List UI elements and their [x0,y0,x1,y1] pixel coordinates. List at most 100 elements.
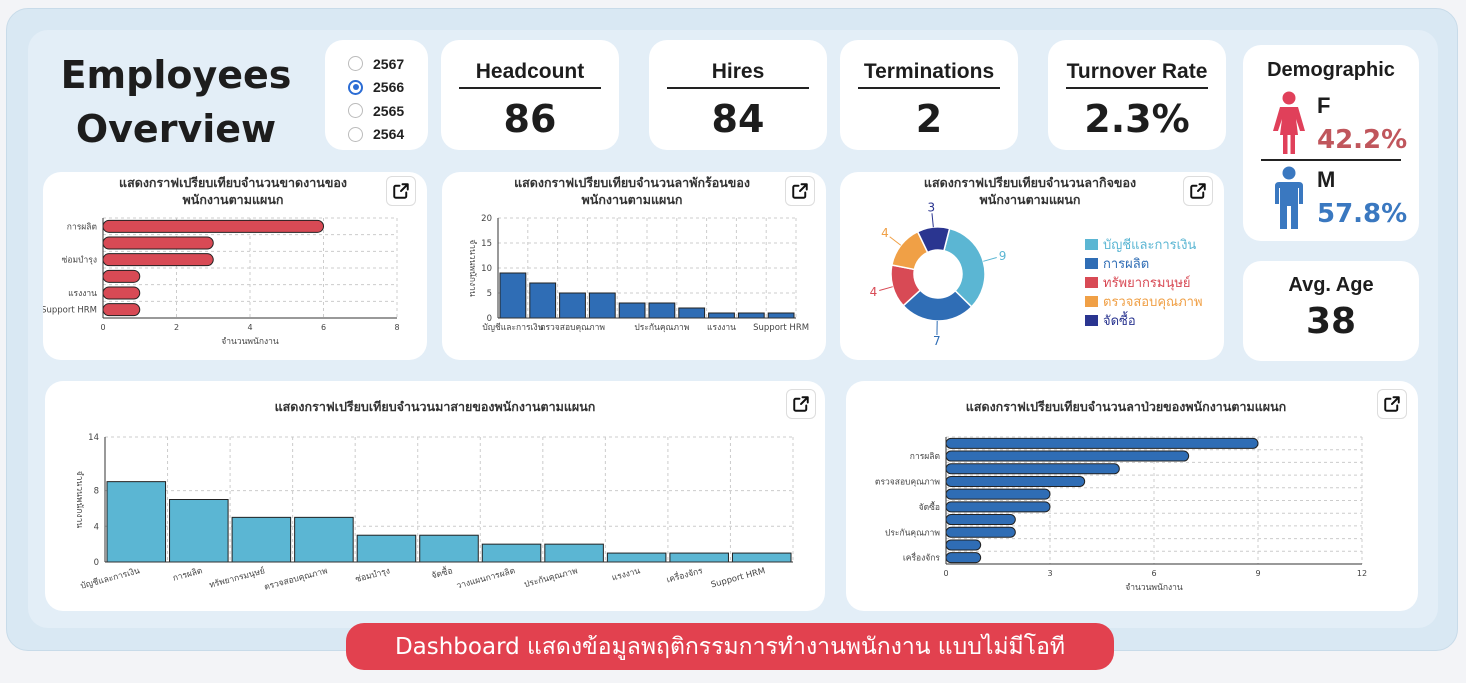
kpi-terminations: Terminations 2 [840,40,1018,150]
kpi-label: Terminations [863,60,995,83]
donut-slice [916,226,951,254]
category-label: Support HRM [753,323,809,333]
legend-label: การผลิต [1103,257,1150,272]
bar [231,516,292,563]
bar [169,499,229,563]
chart-title: แสดงกราฟเปรียบเทียบจำนวนลากิจของ พนักงาน… [880,174,1180,208]
tick-label: 15 [481,239,492,249]
leader-line [879,286,893,291]
open-in-new-icon [393,183,409,199]
year-option-2567[interactable]: 2567 [348,52,428,76]
legend-item[interactable]: ทรัพยากรมนุษย์ [1085,273,1203,292]
year-selector: 2567 2566 2565 2564 [325,40,428,150]
bar [356,534,417,563]
bar [737,312,765,319]
open-in-new-icon [1384,396,1400,412]
legend-item[interactable]: จัดซื้อ [1085,311,1203,330]
legend-item[interactable]: บัญชีและการเงิน [1085,235,1203,254]
bar [945,437,1259,449]
bar [945,552,982,564]
vacation-chart-card: แสดงกราฟเปรียบเทียบจำนวนลาพักร้อนของ พนั… [442,172,826,360]
legend-swatch [1085,296,1098,307]
legend-item[interactable]: การผลิต [1085,254,1203,273]
category-label: Support HRM [710,566,767,590]
category-label: จัดซื้อ [919,501,940,513]
chart-title-line: พนักงานตามแผนก [979,192,1081,207]
radio-selected-icon[interactable] [348,79,363,95]
bar [102,269,141,283]
bar [678,307,706,319]
category-label: การผลิต [172,566,204,583]
radio-icon[interactable] [348,56,363,72]
year-option-2565[interactable]: 2565 [348,99,428,123]
footer-banner: Dashboard แสดงข้อมูลพฤติกรรมการทำงานพนัก… [346,623,1114,670]
chart-title-line: พนักงานตามแผนก [581,192,683,207]
leader-line [983,257,997,262]
expand-button[interactable] [1183,176,1213,206]
tick-label: 12 [1357,569,1367,578]
data-label: 7 [933,334,941,348]
avg-age-value: 38 [1305,301,1357,342]
bar [102,286,141,300]
category-label: เครื่องจักร [665,564,704,585]
open-in-new-icon [793,396,809,412]
bar [945,539,982,551]
bar [102,219,324,233]
radio-icon[interactable] [348,126,363,142]
bar [945,463,1120,475]
expand-button[interactable] [1377,389,1407,419]
business-leave-donut-chart: 9 7 4 4 3 [870,200,1007,348]
tick-label: 2 [174,323,179,332]
chart-legend: บัญชีและการเงินการผลิตทรัพยากรมนุษย์ตรวจ… [1085,235,1203,330]
sick-leave-bar-chart: 0 3 6 9 12 การผลิตตรวจสอบคุณภาพจัดซื้อประกันค… [875,436,1367,593]
demographic-card: Demographic F 42.2% M 57.8% [1243,45,1419,241]
bar [618,302,646,319]
legend-swatch [1085,277,1098,288]
legend-label: ทรัพยากรมนุษย์ [1103,276,1191,291]
kpi-label: Turnover Rate [1066,60,1208,83]
kpi-value: 84 [711,97,765,141]
male-percentage: 57.8% [1317,199,1408,229]
bar [945,501,1051,513]
data-label: 9 [999,249,1007,263]
year-option-2564[interactable]: 2564 [348,123,428,147]
female-percentage: 42.2% [1317,125,1408,155]
legend-label: ตรวจสอบคุณภาพ [1103,295,1203,310]
chart-title-line: แสดงกราฟเปรียบเทียบจำนวนขาดงานของ [119,175,347,190]
tick-label: 9 [1255,569,1260,578]
bar [669,552,729,563]
category-label: ประกันคุณภาพ [634,323,689,333]
tick-label: 8 [94,487,99,497]
divider [667,87,809,89]
chart-title: แสดงกราฟเปรียบเทียบจำนวนลาพักร้อนของ พนั… [482,174,782,208]
bar [767,312,795,319]
legend-item[interactable]: ตรวจสอบคุณภาพ [1085,292,1203,311]
tick-label: 6 [321,323,326,332]
tick-label: 0 [100,323,105,332]
bar [945,488,1051,500]
expand-button[interactable] [386,176,416,206]
year-label: 2566 [373,79,405,96]
radio-icon[interactable] [348,103,363,119]
divider [1261,159,1401,161]
female-label: F [1317,93,1331,118]
legend-swatch [1085,258,1098,269]
year-option-2566[interactable]: 2566 [348,76,428,100]
female-person-icon [1273,91,1305,154]
bar [106,481,167,563]
kpi-value: 2 [915,97,943,141]
bar [588,292,616,319]
business-leave-chart-card: แสดงกราฟเปรียบเทียบจำนวนลากิจของ พนักงาน… [840,172,1224,360]
expand-button[interactable] [785,176,815,206]
kpi-turnover-rate: Turnover Rate 2.3% [1048,40,1226,150]
expand-button[interactable] [786,389,816,419]
bar [559,292,586,319]
category-label: ซ่อมบำรุง [62,256,97,266]
bar [102,303,141,317]
late-bar-chart: 0 4 8 14 บัญชีและการเงิน การผลิต ทรัพยากรมนุษย… [74,433,794,593]
tick-label: 20 [481,214,492,224]
bar [731,552,792,563]
axis-label: จำนวนพนักงาน [1125,583,1183,593]
tick-label: 6 [1151,569,1156,578]
